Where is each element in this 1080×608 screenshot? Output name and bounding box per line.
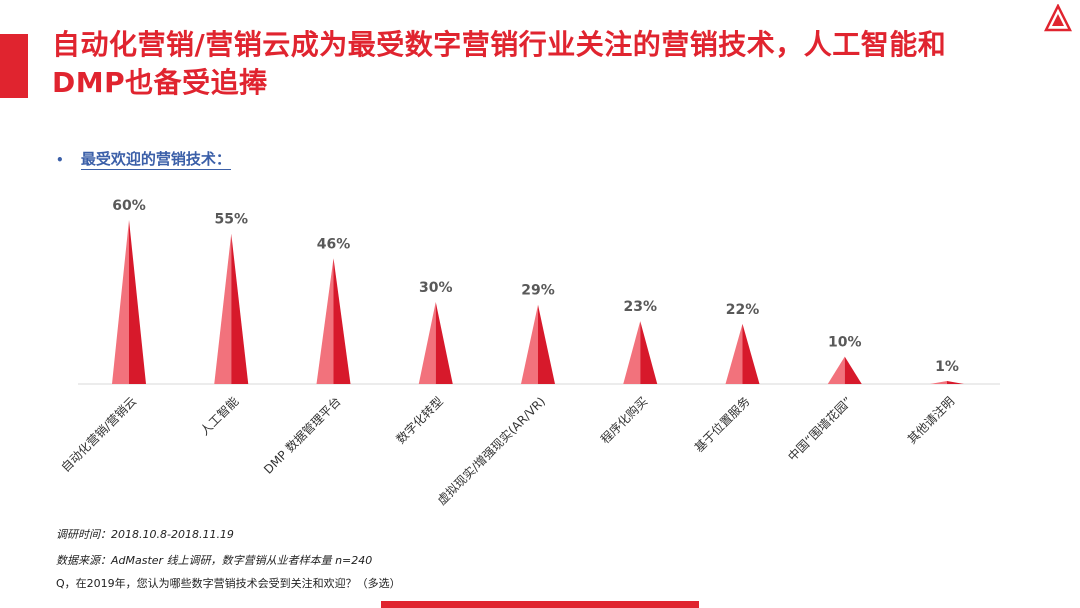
- category-label-3: DMP 数据管理平台: [260, 394, 343, 477]
- value-label-5: 29%: [521, 283, 555, 299]
- bar-1: [112, 220, 146, 384]
- bar-3-light-face: [316, 258, 334, 384]
- bar-2-dark-face: [231, 233, 249, 384]
- category-label-4: 数字化转型: [393, 394, 446, 447]
- bar-7-dark-face: [742, 323, 760, 384]
- bar-5-light-face: [521, 304, 538, 384]
- value-label-3: 46%: [317, 236, 351, 252]
- value-label-9: 1%: [935, 359, 959, 375]
- value-label-1: 60%: [112, 198, 146, 214]
- category-label-8: 中国“围墙花园”: [785, 394, 855, 464]
- value-label-2: 55%: [214, 212, 248, 228]
- bar-4: [418, 302, 453, 384]
- bar-5: [521, 304, 555, 384]
- bottom-accent-bar: [381, 601, 699, 608]
- brand-logo-icon: [1044, 4, 1072, 32]
- category-label-9: 其他请注明: [904, 394, 957, 447]
- bar-3: [316, 258, 351, 384]
- category-label-5: 虚拟现实/增强现实(AR/VR): [434, 394, 548, 508]
- bar-6-light-face: [623, 321, 641, 384]
- bar-chart: 60% 自动化营销/营销云 55% 人工智能 46% DMP 数据管理平台 30% 数字化转型…: [58, 198, 1000, 508]
- footnote-question: Q，在2019年，您认为哪些数字营销技术会受到关注和欢迎？（多选）: [56, 577, 401, 590]
- bar-2-light-face: [214, 233, 232, 384]
- page-title: 自动化营销/营销云成为最受数字营销行业关注的营销技术，人工智能和DMP也备受追捧: [52, 28, 947, 99]
- bar-9-light-face: [930, 381, 947, 384]
- title-accent-block: [0, 34, 28, 98]
- value-label-4: 30%: [419, 280, 453, 296]
- footnote-data-source: 数据来源：AdMaster 线上调研，数字营销从业者样本量 n=240: [56, 554, 373, 567]
- bar-3-dark-face: [333, 258, 351, 384]
- bar-7: [725, 323, 760, 384]
- footnote-survey-period: 调研时间：2018.10.8-2018.11.19: [56, 528, 234, 541]
- chart-subtitle-text: 最受欢迎的营销技术：: [80, 150, 231, 170]
- bar-9: [930, 381, 964, 384]
- category-label-7: 基于位置服务: [691, 394, 753, 456]
- value-label-7: 22%: [726, 302, 760, 318]
- bar-8-light-face: [827, 356, 845, 384]
- value-label-6: 23%: [623, 299, 657, 315]
- bar-6-dark-face: [640, 321, 658, 384]
- bar-4-dark-face: [435, 302, 453, 384]
- bar-6: [623, 321, 658, 384]
- bar-2: [214, 233, 249, 384]
- bar-7-light-face: [725, 323, 743, 384]
- chart-subtitle: • 最受欢迎的营销技术：: [56, 148, 231, 170]
- value-label-8: 10%: [828, 335, 862, 351]
- bar-1-light-face: [112, 220, 129, 384]
- bar-5-dark-face: [538, 304, 555, 384]
- category-label-1: 自动化营销/营销云: [58, 394, 139, 475]
- category-label-6: 程序化购买: [597, 394, 650, 447]
- bullet-icon: •: [56, 153, 64, 167]
- bar-8: [827, 356, 862, 384]
- bar-8-dark-face: [844, 356, 862, 384]
- bar-4-light-face: [418, 302, 436, 384]
- category-label-2: 人工智能: [197, 394, 242, 439]
- bar-1-dark-face: [129, 220, 146, 384]
- bar-9-dark-face: [947, 381, 964, 384]
